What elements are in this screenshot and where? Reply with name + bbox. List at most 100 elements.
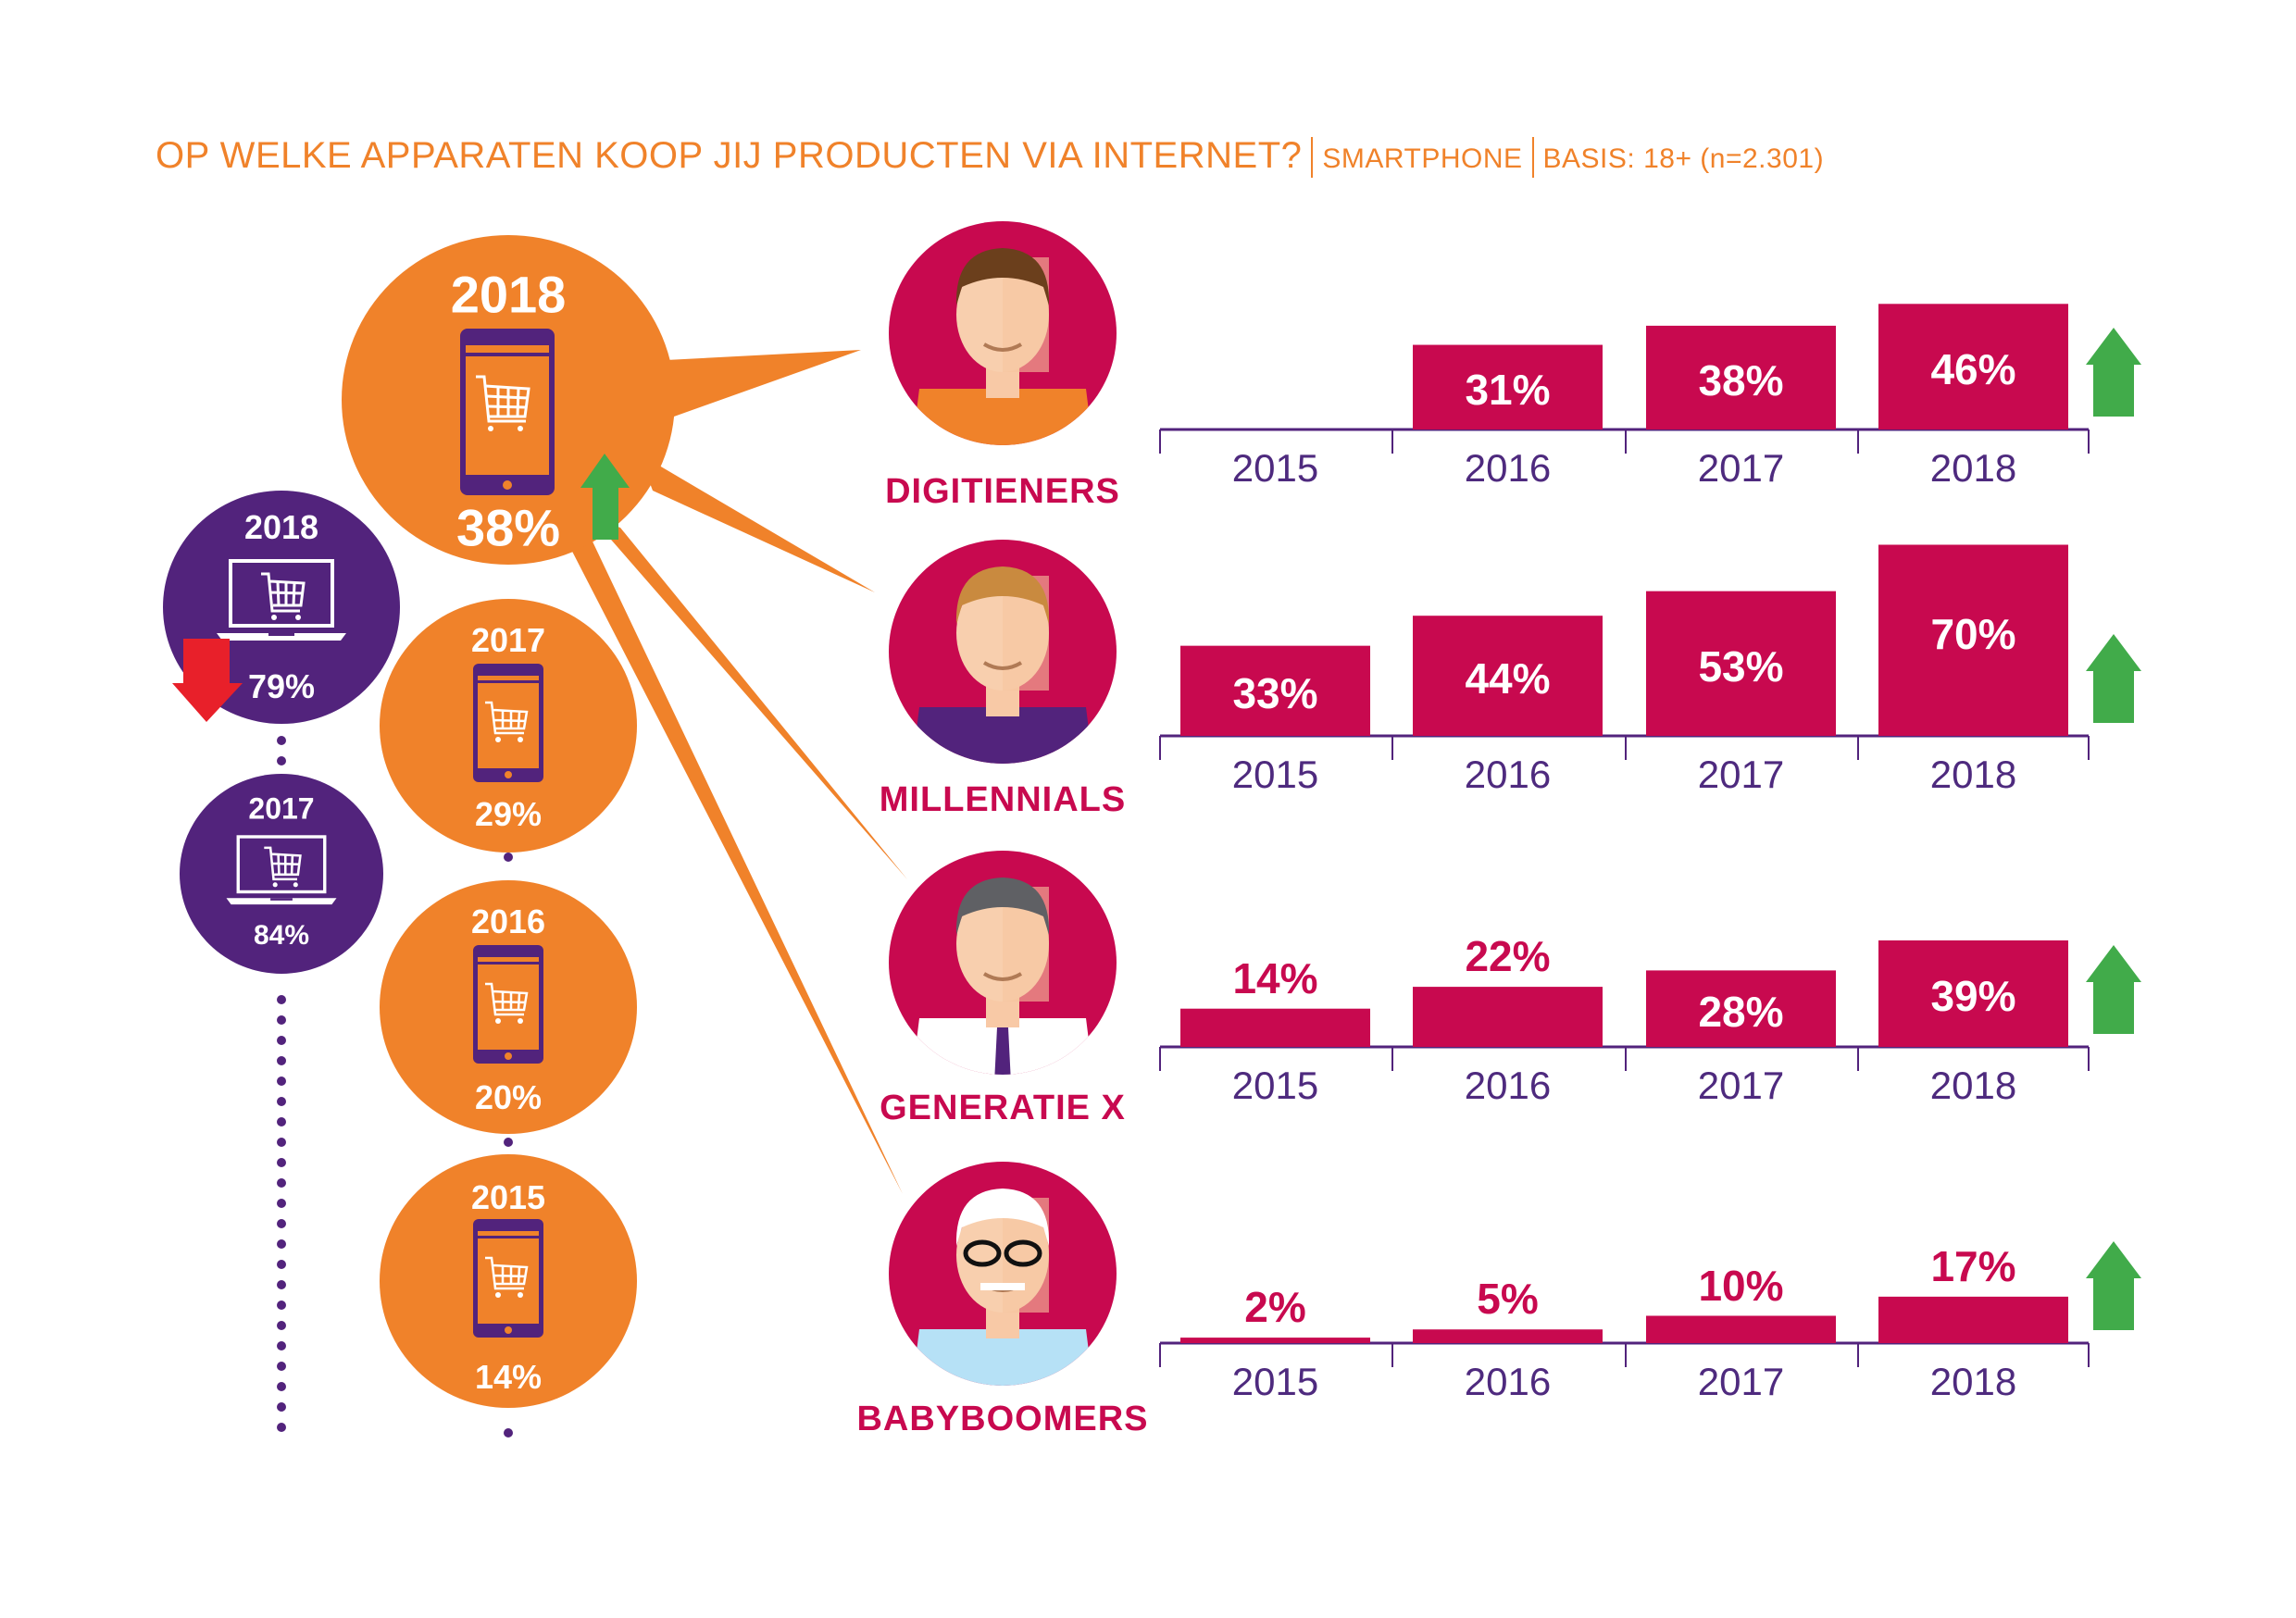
- smartphone-2016-year: 2016: [470, 902, 546, 940]
- dot: [277, 1077, 286, 1086]
- year-label: 2015: [1231, 1064, 1319, 1107]
- dot: [277, 1239, 286, 1249]
- smartphone-2018-value: 38%: [455, 498, 561, 557]
- laptop-2018-year: 2018: [243, 508, 319, 546]
- digitiener-avatar: [889, 221, 1117, 445]
- device-text: SMARTPHONE: [1322, 143, 1523, 174]
- millennial-avatar: [889, 540, 1117, 764]
- dot: [504, 1138, 513, 1147]
- bar-value-label: 53%: [1698, 641, 1784, 691]
- bar-value-label: 5%: [1477, 1275, 1539, 1324]
- callout-rays: [565, 350, 907, 1194]
- year-label: 2016: [1464, 446, 1552, 490]
- trend-down-arrow-icon: [172, 639, 243, 722]
- bar: [1180, 1338, 1370, 1343]
- bar-value-label: 44%: [1465, 654, 1551, 703]
- bar: [1646, 325, 1836, 429]
- group-label-generatie-x: GENERATIE X: [880, 1089, 1126, 1127]
- year-label: 2017: [1697, 446, 1785, 490]
- laptop-2017-value: 84%: [253, 920, 310, 951]
- group-label-babyboomers: BABYBOOMERS: [856, 1400, 1149, 1438]
- bar-value-label: 14%: [1232, 953, 1318, 1002]
- dot: [277, 1219, 286, 1228]
- dot: [277, 1178, 286, 1188]
- dot: [504, 853, 513, 862]
- title-divider: [1531, 137, 1534, 179]
- dot: [277, 1199, 286, 1208]
- dot: [277, 1138, 286, 1147]
- bar: [1180, 1008, 1370, 1047]
- laptop-cart-icon: [217, 559, 346, 641]
- bar: [1878, 304, 2068, 429]
- dot: [277, 1056, 286, 1065]
- bar-value-label: 28%: [1698, 987, 1784, 1036]
- bar: [1646, 970, 1836, 1047]
- page-title: OP WELKE APPARATEN KOOP JIJ PRODUCTEN VI…: [156, 135, 1825, 179]
- laptop-cart-icon: [226, 835, 337, 905]
- bar-value-label: 46%: [1930, 345, 2016, 394]
- trend-up-arrow-icon: [2086, 634, 2141, 723]
- bar: [1413, 616, 1603, 736]
- bar: [1878, 544, 2068, 736]
- dot: [277, 1362, 286, 1371]
- laptop-2018-value: 79%: [247, 667, 316, 705]
- smartphone-cart-icon: [473, 945, 543, 1064]
- bar-chart-millennials: [1159, 544, 2141, 760]
- smartphone-2016-value: 20%: [474, 1078, 543, 1116]
- bar-value-label: 33%: [1232, 669, 1318, 718]
- dot: [277, 1260, 286, 1269]
- year-label: 2018: [1929, 446, 2017, 490]
- dot: [277, 1097, 286, 1106]
- dot: [277, 1015, 286, 1025]
- dot: [277, 736, 286, 745]
- year-label: 2016: [1464, 1360, 1552, 1403]
- dot: [504, 1428, 513, 1438]
- laptop-2017-year: 2017: [248, 791, 315, 826]
- smartphone-2018-year: 2018: [450, 265, 567, 324]
- question-text: OP WELKE APPARATEN KOOP JIJ PRODUCTEN VI…: [156, 135, 1303, 176]
- year-label: 2018: [1929, 753, 2017, 796]
- year-label: 2016: [1464, 753, 1552, 796]
- smartphone-2017-value: 29%: [474, 795, 543, 833]
- bar-value-label: 2%: [1244, 1283, 1306, 1332]
- trend-up-arrow-icon: [2086, 945, 2141, 1034]
- bar-chart-babyboomers: [1159, 1241, 2141, 1367]
- title-divider: [1311, 137, 1314, 179]
- smartphone-cart-icon: [460, 329, 555, 495]
- trend-up-arrow-icon: [2086, 328, 2141, 417]
- dot: [277, 1341, 286, 1350]
- bar-value-label: 22%: [1465, 932, 1551, 981]
- dot: [277, 1280, 286, 1289]
- dot: [277, 1382, 286, 1391]
- smartphone-cart-icon: [473, 1219, 543, 1338]
- bar: [1646, 1315, 1836, 1343]
- ray-babyboomers: [565, 537, 903, 1194]
- bar-chart-digitieners: [1159, 304, 2141, 454]
- bar-value-label: 10%: [1698, 1261, 1784, 1310]
- babyboomer-avatar: [889, 1162, 1117, 1386]
- bar-value-label: 39%: [1930, 972, 2016, 1021]
- year-label: 2016: [1464, 1064, 1552, 1107]
- group-label-digitieners: DIGITIENERS: [885, 472, 1120, 511]
- ray-generatie-x: [593, 518, 907, 879]
- ray-digitieners: [648, 350, 861, 426]
- bar: [1646, 591, 1836, 736]
- year-label: 2018: [1929, 1360, 2017, 1403]
- smartphone-2015-year: 2015: [470, 1178, 546, 1216]
- dot: [277, 995, 286, 1004]
- bar-value-label: 38%: [1698, 355, 1784, 404]
- bar: [1878, 1296, 2068, 1343]
- group-label-millennials: MILLENNIALS: [879, 780, 1127, 819]
- generatie-x-avatar: [889, 851, 1117, 1075]
- basis-text: BASIS: 18+ (n=2.301): [1542, 143, 1825, 174]
- smartphone-cart-icon: [473, 664, 543, 782]
- bar-chart-generatie-x: [1159, 940, 2141, 1071]
- bar-value-label: 70%: [1930, 609, 2016, 658]
- year-label: 2017: [1697, 1064, 1785, 1107]
- year-label: 2015: [1231, 1360, 1319, 1403]
- dot: [277, 1301, 286, 1310]
- dot: [277, 1117, 286, 1126]
- smartphone-2015-value: 14%: [474, 1358, 543, 1396]
- year-label: 2015: [1231, 753, 1319, 796]
- trend-up-arrow-icon: [580, 454, 630, 540]
